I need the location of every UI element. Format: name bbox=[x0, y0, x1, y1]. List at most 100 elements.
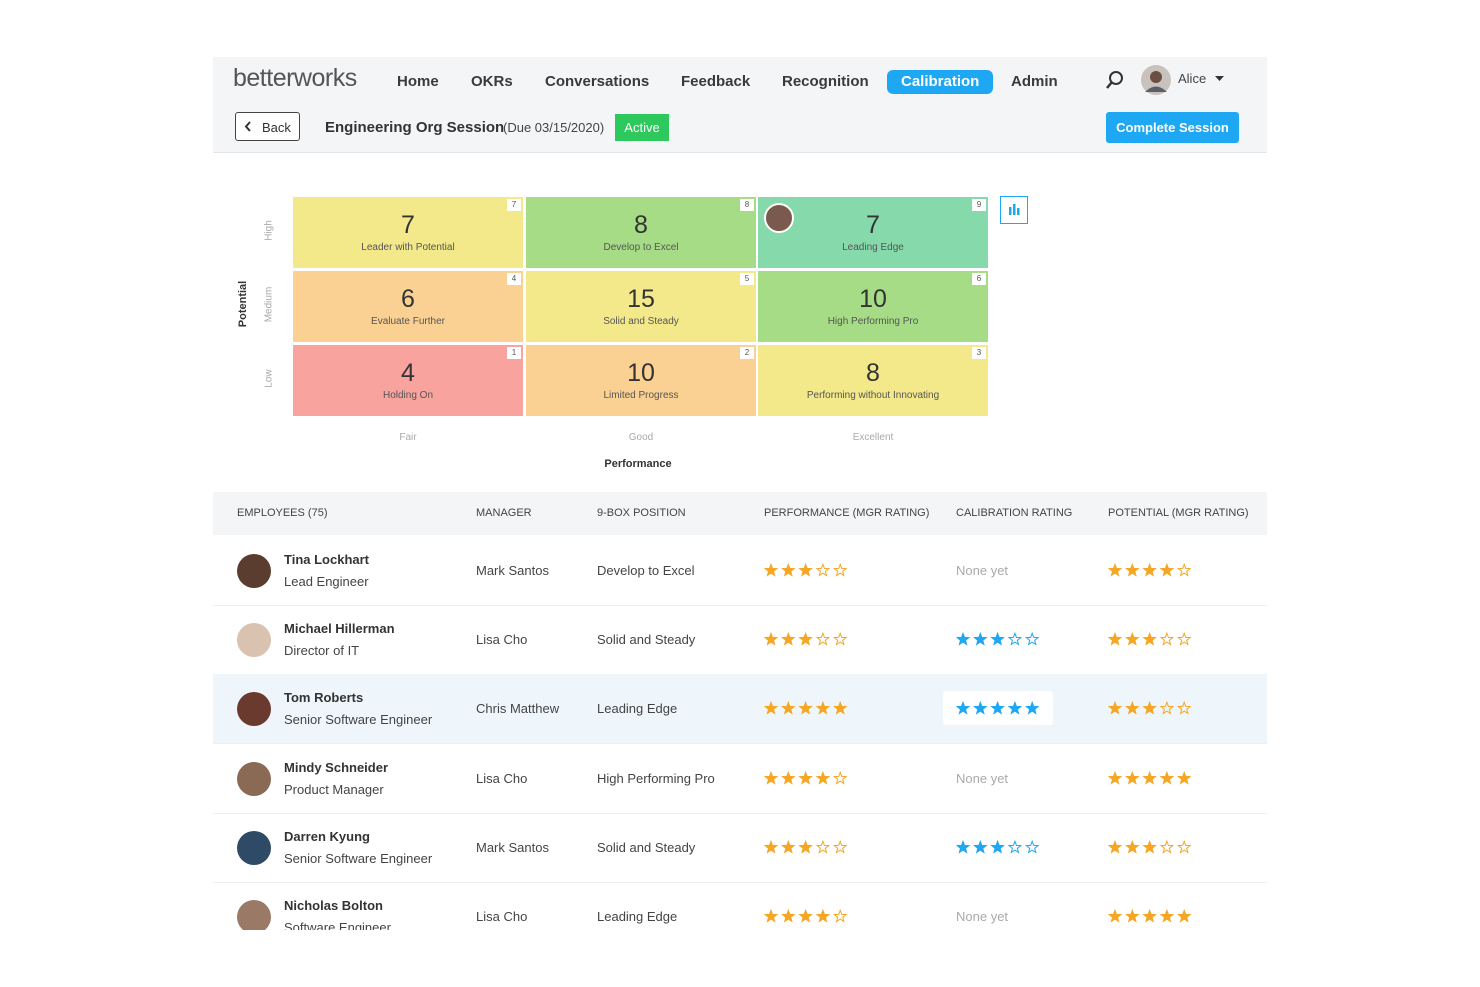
employee-title: Senior Software Engineer bbox=[284, 850, 433, 866]
nav-item[interactable]: Admin bbox=[1011, 73, 1058, 90]
table-row[interactable]: Darren Kyung Senior Software Engineer Mark… bbox=[213, 813, 1267, 883]
row-label: Low bbox=[263, 369, 275, 388]
cell-index: 7 bbox=[507, 199, 521, 211]
star-filled bbox=[973, 839, 988, 854]
grid-cell[interactable]: 10 Limited Progress 2 bbox=[526, 345, 756, 416]
search-icon[interactable] bbox=[1105, 70, 1125, 90]
back-label: Back bbox=[262, 120, 291, 135]
star-filled bbox=[990, 839, 1005, 854]
grid-cell[interactable]: 8 Performing without Innovating 3 bbox=[758, 345, 988, 416]
star-filled bbox=[798, 701, 813, 716]
user-name[interactable]: Alice bbox=[1178, 71, 1207, 86]
star-filled bbox=[956, 632, 971, 646]
star-filled bbox=[1142, 632, 1157, 646]
cell-avatar bbox=[764, 203, 794, 233]
grid-cell[interactable]: 10 High Performing Pro 6 bbox=[758, 271, 988, 342]
complete-button[interactable]: Complete Session bbox=[1106, 112, 1239, 143]
nav-item[interactable]: Feedback bbox=[681, 73, 751, 90]
star-filled bbox=[815, 909, 831, 923]
employee-title: Senior Software Engineer bbox=[284, 712, 433, 728]
cell-count: 8 bbox=[634, 211, 648, 239]
table-row[interactable]: Nicholas Bolton Software Engineer Lisa Cho… bbox=[213, 882, 1267, 930]
nav-item[interactable]: OKRs bbox=[471, 73, 513, 90]
star-filled bbox=[1108, 909, 1123, 923]
row-label: Medium bbox=[263, 286, 275, 323]
table-row[interactable]: Michael Hillerman Director of IT Lisa Cho S… bbox=[213, 605, 1267, 676]
nav-item[interactable]: Conversations bbox=[545, 73, 650, 90]
star-filled bbox=[1159, 563, 1175, 577]
grid-cell[interactable]: 7 Leading Edge 9 bbox=[758, 197, 988, 268]
employee-name: Michael Hillerman bbox=[284, 621, 395, 637]
row-label: High bbox=[263, 220, 275, 241]
column-label: Excellent bbox=[852, 432, 894, 443]
table-row[interactable]: Tom Roberts Senior Software Engineer Chris… bbox=[213, 674, 1267, 745]
top-bar bbox=[213, 57, 1267, 153]
star-empty bbox=[1159, 701, 1175, 716]
star-rating bbox=[764, 909, 848, 923]
cell-index: 3 bbox=[972, 347, 986, 359]
manager: Lisa Cho bbox=[476, 770, 528, 786]
star-empty bbox=[815, 632, 831, 646]
star-filled bbox=[1125, 770, 1140, 785]
cell-count: 10 bbox=[859, 285, 887, 313]
star-rating bbox=[956, 839, 1040, 854]
back-button[interactable]: Back bbox=[235, 112, 300, 141]
star-filled bbox=[781, 909, 796, 923]
nine-box-position: Solid and Steady bbox=[597, 632, 696, 648]
cell-label: Performing without Innovating bbox=[806, 390, 940, 401]
star-empty bbox=[1024, 839, 1040, 854]
employee-title: Software Engineer bbox=[284, 920, 391, 930]
grid-cell[interactable]: 4 Holding On 1 bbox=[293, 345, 523, 416]
cell-label: Solid and Steady bbox=[603, 316, 679, 327]
session-due: (Due 03/15/2020) bbox=[503, 120, 605, 135]
employee-avatar bbox=[237, 692, 271, 727]
grid-cell[interactable]: 7 Leader with Potential 7 bbox=[293, 197, 523, 268]
grid-cell[interactable]: 8 Develop to Excel 8 bbox=[526, 197, 756, 268]
cell-index: 1 bbox=[507, 347, 521, 359]
caret[interactable] bbox=[1215, 76, 1224, 82]
star-empty bbox=[1159, 839, 1175, 854]
logo[interactable]: betterworks bbox=[233, 64, 357, 92]
star-empty bbox=[832, 563, 848, 577]
cell-index: 6 bbox=[972, 273, 986, 285]
employee-title: Lead Engineer bbox=[284, 574, 369, 589]
chart-toggle[interactable] bbox=[1000, 196, 1028, 224]
employee-title: Director of IT bbox=[284, 643, 360, 659]
star-filled bbox=[973, 632, 988, 646]
nav-item[interactable]: Recognition bbox=[782, 73, 869, 90]
star-filled bbox=[1176, 770, 1192, 785]
star-filled bbox=[815, 701, 831, 716]
user-avatar[interactable] bbox=[1140, 64, 1172, 96]
star-filled bbox=[781, 839, 796, 854]
cell-count: 7 bbox=[866, 211, 880, 239]
nav-item[interactable]: Calibration bbox=[887, 70, 994, 94]
star-empty bbox=[815, 563, 831, 577]
column-header: POTENTIAL (MGR RATING) bbox=[1108, 507, 1249, 519]
star-filled bbox=[1142, 770, 1157, 785]
table-row[interactable]: Tina Lockhart Lead Engineer Mark Santos Dev… bbox=[213, 536, 1267, 606]
grid-cell[interactable]: 6 Evaluate Further 4 bbox=[293, 271, 523, 342]
employee-avatar bbox=[237, 900, 271, 930]
star-filled bbox=[798, 839, 813, 854]
manager: Lisa Cho bbox=[476, 909, 528, 924]
table-row[interactable]: Mindy Schneider Product Manager Lisa Cho Hi… bbox=[213, 744, 1267, 814]
manager: Mark Santos bbox=[476, 563, 549, 578]
column-header: MANAGER bbox=[476, 507, 532, 519]
grid-cell[interactable]: 15 Solid and Steady 5 bbox=[526, 271, 756, 342]
star-empty bbox=[832, 839, 848, 854]
employee-name: Tina Lockhart bbox=[284, 552, 370, 567]
star-filled bbox=[956, 701, 971, 716]
cell-index: 5 bbox=[740, 273, 754, 285]
nav-item[interactable]: Home bbox=[397, 73, 439, 90]
star-filled bbox=[1125, 563, 1140, 577]
star-rating bbox=[1108, 770, 1192, 785]
star-filled bbox=[1142, 909, 1157, 923]
star-rating bbox=[764, 632, 848, 646]
y-axis-label: Potential bbox=[237, 280, 249, 328]
nine-box-position: Leading Edge bbox=[597, 701, 678, 717]
cell-count: 4 bbox=[401, 359, 415, 387]
star-empty bbox=[832, 770, 848, 785]
star-filled bbox=[956, 839, 971, 854]
star-filled bbox=[1142, 839, 1157, 854]
